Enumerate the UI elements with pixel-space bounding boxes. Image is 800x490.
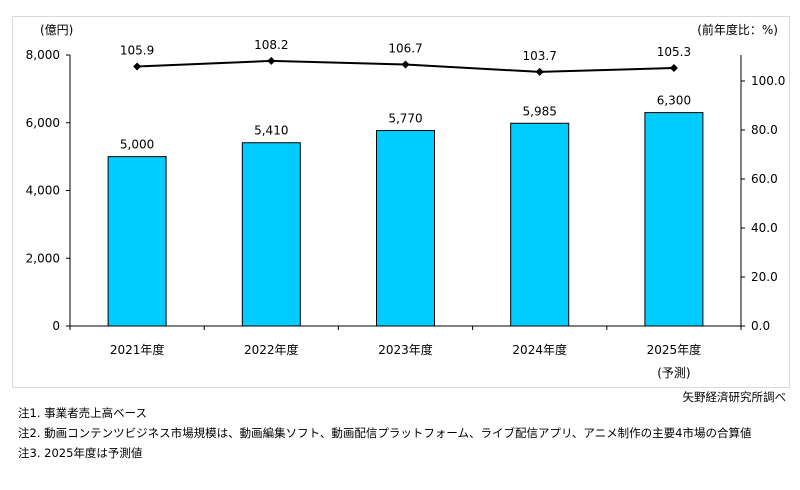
line-point-marker	[401, 60, 410, 69]
right-tick-label: 100.0	[751, 74, 785, 88]
bar	[241, 142, 301, 327]
bar	[644, 112, 704, 327]
source-label: 矢野経済研究所調べ	[682, 390, 787, 404]
left-tick-label: 4,000	[26, 184, 60, 198]
right-tick-label: 40.0	[751, 221, 778, 235]
line-data-label: 105.9	[120, 44, 154, 58]
right-tick-label: 0.0	[751, 319, 770, 333]
right-axis-title: (前年度比：%)	[697, 22, 778, 37]
bar	[510, 122, 570, 327]
line-point-marker	[133, 62, 142, 71]
line-point-marker	[267, 56, 276, 65]
x-tick-label: 2021年度	[110, 342, 165, 357]
left-tick-label: 6,000	[26, 116, 60, 130]
line-data-label: 108.2	[254, 38, 288, 52]
bar-data-label: 6,300	[657, 94, 691, 108]
bar	[107, 156, 167, 327]
note-3: 注3. 2025年度は予測値	[18, 446, 143, 460]
line-data-label: 105.3	[657, 45, 691, 59]
x-tick-label: 2023年度	[378, 342, 433, 357]
line-point-marker	[535, 67, 544, 76]
note-2: 注2. 動画コンテンツビジネス市場規模は、動画編集ソフト、動画配信プラットフォー…	[18, 426, 752, 440]
right-tick-label: 20.0	[751, 270, 778, 284]
combo-chart: 0 2,000 4,000 6,000 8,000 0.0 20.0 40.0 60.0 80.0…	[26, 22, 786, 380]
left-axis-title: (億円)	[40, 23, 73, 37]
line-data-label: 106.7	[388, 42, 422, 56]
x-tick-sublabel: (予測)	[657, 366, 690, 380]
chart-frame	[12, 16, 790, 388]
x-tick-label: 2022年度	[244, 342, 299, 357]
note-1: 注1. 事業者売上高ベース	[18, 406, 148, 420]
line-point-marker	[669, 63, 678, 72]
line-data-label: 103.7	[523, 49, 557, 63]
bar-data-label: 5,000	[120, 138, 154, 152]
left-tick-label: 2,000	[26, 251, 60, 265]
left-tick-label: 8,000	[26, 48, 60, 62]
bar-data-label: 5,985	[523, 104, 557, 118]
bar	[376, 130, 435, 327]
bar-data-label: 5,410	[254, 124, 288, 138]
x-tick-label: 2024年度	[512, 342, 567, 357]
bar-data-label: 5,770	[388, 112, 422, 126]
right-tick-label: 80.0	[751, 123, 778, 137]
x-tick-label: 2025年度	[647, 342, 702, 357]
right-tick-label: 60.0	[751, 172, 778, 186]
left-tick-label: 0	[52, 319, 60, 333]
